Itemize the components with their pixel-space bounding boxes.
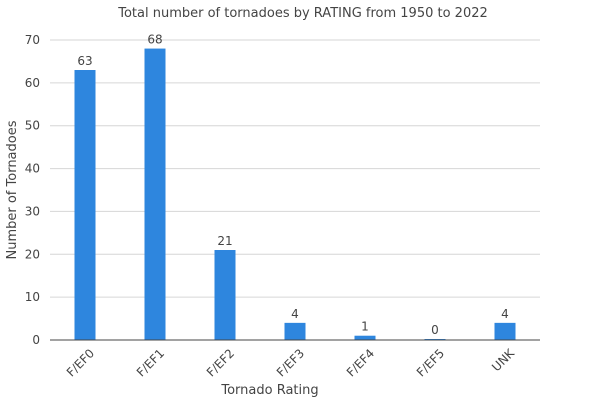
bar-unk [494,322,516,340]
bar-f-ef3 [284,322,306,340]
x-tick-label: F/EF3 [274,346,307,379]
data-label: 0 [431,323,439,337]
x-tick-label: F/EF2 [204,346,237,379]
x-tick-label: F/EF4 [344,346,377,379]
bar-f-ef0 [74,70,96,340]
x-tick-label: F/EF0 [64,346,97,379]
y-tick-label: 60 [25,76,40,90]
x-tick-label: F/EF1 [134,346,167,379]
bar-f-ef2 [214,250,236,340]
y-tick-label: 40 [25,162,40,176]
y-axis-title: Number of Tornadoes [5,120,20,259]
y-axis-ticks: 0 10 20 30 40 50 60 70 [25,33,40,347]
data-label: 21 [217,234,232,248]
x-axis-title: Tornado Rating [220,383,318,398]
gridlines [50,39,540,298]
data-label: 1 [361,320,369,334]
data-label: 4 [291,307,299,321]
data-labels: 63 68 21 4 1 0 4 [77,33,508,337]
data-label: 63 [77,54,92,68]
x-tick-label: UNK [489,345,518,374]
y-tick-label: 20 [25,247,40,261]
y-tick-label: 30 [25,204,40,218]
y-tick-label: 50 [25,119,40,133]
y-tick-label: 10 [25,290,40,304]
x-tick-label: F/EF5 [414,346,447,379]
data-label: 4 [501,307,509,321]
bar-f-ef4 [354,335,376,340]
x-axis-ticks: F/EF0 F/EF1 F/EF2 F/EF3 F/EF4 F/EF5 UNK [64,345,518,379]
y-tick-label: 0 [32,333,40,347]
data-label: 68 [147,33,162,47]
bar-f-ef1 [144,48,166,340]
bars [74,48,516,340]
chart-title: Total number of tornadoes by RATING from… [117,6,488,21]
y-tick-label: 70 [25,33,40,47]
